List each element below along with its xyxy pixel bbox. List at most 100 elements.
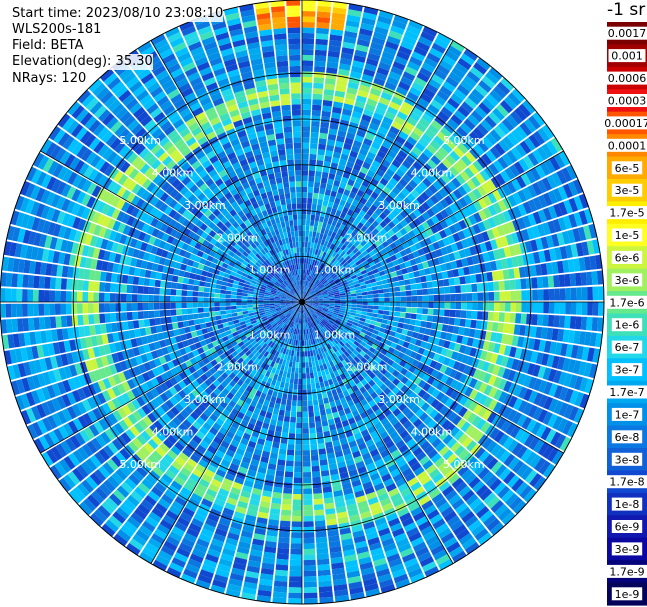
range-gate-cell (302, 137, 310, 143)
range-gate-cell (319, 250, 324, 257)
range-gate-cell (109, 493, 122, 506)
range-gate-cell (501, 489, 515, 503)
range-gate-cell (138, 364, 147, 374)
range-gate-cell (420, 191, 430, 201)
range-gate-cell (519, 325, 526, 336)
range-gate-cell (364, 319, 371, 324)
range-gate-cell (288, 327, 293, 333)
range-gate-cell (394, 286, 401, 292)
range-gate-cell (329, 546, 342, 553)
range-gate-cell (320, 347, 325, 354)
range-gate-cell (215, 315, 222, 321)
range-gate-cell (312, 321, 316, 327)
range-gate-cell (448, 71, 462, 84)
range-gate-cell (398, 542, 412, 553)
range-gate-cell (514, 243, 522, 255)
range-gate-cell (247, 299, 253, 302)
range-gate-cell (437, 146, 449, 158)
range-gate-cell (56, 410, 68, 425)
range-gate-cell (154, 317, 161, 326)
range-gate-cell (526, 419, 537, 433)
range-gate-cell (551, 355, 560, 369)
range-gate-cell (383, 387, 392, 396)
range-gate-cell (321, 475, 331, 483)
range-gate-cell (51, 383, 62, 397)
range-gate-cell (453, 251, 461, 260)
range-gate-cell (217, 384, 225, 392)
range-gate-cell (436, 177, 447, 188)
range-gate-cell (337, 461, 347, 469)
range-gate-cell (347, 435, 356, 443)
range-gate-cell (280, 315, 286, 321)
range-gate-cell (203, 408, 213, 418)
range-gate-cell (351, 186, 359, 194)
range-gate-cell (411, 146, 422, 157)
range-gate-cell (205, 395, 214, 404)
range-gate-cell (490, 260, 497, 271)
range-gate-cell (292, 356, 297, 363)
range-gate-cell (141, 404, 151, 415)
range-gate-cell (279, 404, 286, 411)
range-gate-cell (267, 333, 273, 339)
range-gate-cell (459, 395, 469, 406)
range-gate-cell (382, 454, 393, 463)
range-gate-cell (310, 214, 316, 221)
range-gate-cell (232, 368, 240, 376)
range-gate-cell (400, 307, 407, 313)
range-gate-cell (283, 318, 289, 324)
range-gate-cell (303, 521, 314, 528)
range-gate-cell (299, 345, 302, 352)
range-gate-cell (289, 559, 302, 566)
range-gate-cell (356, 546, 369, 555)
range-gate-cell (309, 148, 318, 155)
range-gate-cell (449, 150, 461, 162)
range-gate-cell (384, 245, 392, 252)
range-gate-cell (288, 581, 302, 588)
range-gate-cell (161, 347, 169, 356)
range-gate-cell (384, 302, 390, 306)
range-gate-cell (303, 483, 312, 489)
range-gate-cell (468, 476, 481, 489)
range-gate-cell (334, 246, 341, 253)
range-gate-cell (483, 492, 497, 505)
range-gate-cell (390, 563, 405, 573)
range-gate-cell (292, 304, 298, 307)
range-gate-cell (573, 330, 581, 345)
range-gate-cell (311, 344, 315, 351)
range-gate-cell (209, 426, 219, 436)
range-gate-cell (556, 232, 565, 246)
range-gate-cell (386, 553, 401, 563)
polar-plot-area (0, 0, 604, 604)
range-gate-cell (183, 368, 192, 377)
range-gate-cell (496, 225, 506, 237)
range-gate-cell (367, 387, 375, 395)
range-gate-cell (333, 290, 340, 294)
range-gate-cell (220, 314, 227, 320)
range-gate-cell (359, 281, 366, 286)
range-gate-cell (317, 336, 322, 342)
range-gate-cell (523, 388, 533, 402)
range-gate-cell (367, 425, 377, 434)
range-gate-cell (335, 192, 343, 200)
range-gate-cell (425, 535, 440, 546)
range-gate-cell (316, 154, 325, 161)
range-gate-cell (263, 551, 276, 559)
range-gate-cell (58, 459, 71, 474)
range-gate-cell (492, 214, 502, 226)
range-gate-cell (265, 312, 272, 316)
range-gate-cell (187, 558, 202, 569)
range-gate-cell (213, 473, 224, 483)
range-gate-cell (370, 391, 378, 400)
range-gate-cell (309, 333, 312, 340)
range-gate-cell (274, 481, 284, 488)
range-gate-cell (342, 378, 349, 385)
range-gate-cell (415, 516, 429, 527)
range-gate-cell (455, 259, 463, 268)
range-gate-cell (525, 170, 537, 184)
range-gate-cell (369, 501, 381, 511)
range-gate-cell (534, 457, 547, 472)
range-gate-cell (502, 136, 515, 149)
range-gate-cell (269, 307, 276, 311)
range-gate-cell (527, 152, 539, 166)
range-gate-cell (387, 282, 395, 288)
